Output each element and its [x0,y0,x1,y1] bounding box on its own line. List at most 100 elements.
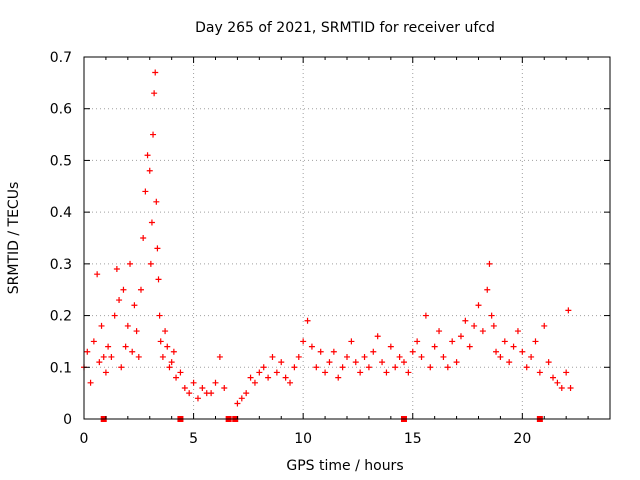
data-point [400,359,407,366]
data-point [151,90,158,97]
plot-frame [83,56,611,420]
data-point [295,353,302,360]
data-point [300,338,307,345]
data-point [479,328,486,335]
data-point [260,364,267,371]
data-point [273,369,280,376]
data-point [199,384,206,391]
data-point [565,307,572,314]
data-point [113,266,120,273]
data-point [98,322,105,329]
data-point [493,348,500,355]
y-tick-label: 0.7 [50,50,72,66]
data-point [510,343,517,350]
data-point [440,353,447,360]
data-point [313,364,320,371]
y-tick-label: 0.2 [50,309,72,325]
data-point [514,328,521,335]
data-point [365,364,372,371]
data-point [317,348,324,355]
data-point [387,343,394,350]
data-point [148,219,155,226]
data-point [142,188,149,195]
data-point [90,338,97,345]
data-point [344,353,350,360]
data-point [278,359,285,366]
data-point [383,369,390,376]
x-tick-label: 15 [404,431,422,447]
data-point [486,260,493,267]
data-point [152,69,159,76]
data-point [147,260,154,267]
data-point [102,369,109,376]
data-points [81,69,574,407]
data-point [506,359,513,366]
data-point [173,374,180,381]
y-tick-label: 0 [63,412,72,428]
data-point [291,364,298,371]
data-point [490,322,497,329]
x-tick-label: 5 [189,431,198,447]
data-point [501,338,508,345]
data-point [348,338,355,345]
y-tick-label: 0.4 [50,205,72,221]
data-point [166,364,173,371]
data-point [453,359,460,366]
data-point [194,395,201,402]
data-point [170,348,177,355]
data-point [335,374,342,381]
data-point [558,384,565,391]
data-point [308,343,315,350]
data-point [265,374,272,381]
data-point [396,353,403,360]
data-point [111,312,118,319]
data-point [475,302,482,309]
data-point [122,343,129,350]
data-point [287,379,294,386]
data-point [247,374,254,381]
data-point [269,353,276,360]
data-point [186,390,193,397]
data-point [484,286,491,293]
data-point [379,359,386,366]
axis-ticks: 0 5 10 15 20 0 0.1 0.2 0.3 0.4 0.5 0.6 0.7 [50,50,610,447]
data-point [256,369,263,376]
data-point [471,322,478,329]
data-point [519,348,526,355]
data-point [326,359,333,366]
data-point [392,364,399,371]
y-tick-label: 0.1 [50,360,72,376]
data-point [339,364,346,371]
data-point [120,286,127,293]
data-point [536,369,543,376]
data-point [251,379,258,386]
data-point [162,328,169,335]
data-point [133,328,140,335]
data-point [567,384,574,391]
data-point [108,353,115,360]
data-point [105,343,112,350]
data-point [414,338,421,345]
data-point [156,312,163,319]
data-point [144,152,151,159]
data-point [361,353,368,360]
data-point [563,369,570,376]
x-axis-label: GPS time / hours [286,458,403,474]
data-point [190,379,197,386]
x-tick-label: 10 [294,431,312,447]
data-point [146,167,153,174]
data-point [427,364,434,371]
data-point [352,359,359,366]
data-point [208,390,215,397]
data-point [243,390,250,397]
data-point [157,338,164,345]
data-point [322,369,329,376]
data-point [234,400,241,407]
data-point [462,317,469,324]
chart-title: Day 265 of 2021, SRMTID for receiver ufc… [195,20,495,36]
y-tick-label: 0.3 [50,257,72,273]
data-point [370,348,377,355]
data-point [140,235,147,241]
data-point [168,359,175,366]
data-point [238,395,245,402]
